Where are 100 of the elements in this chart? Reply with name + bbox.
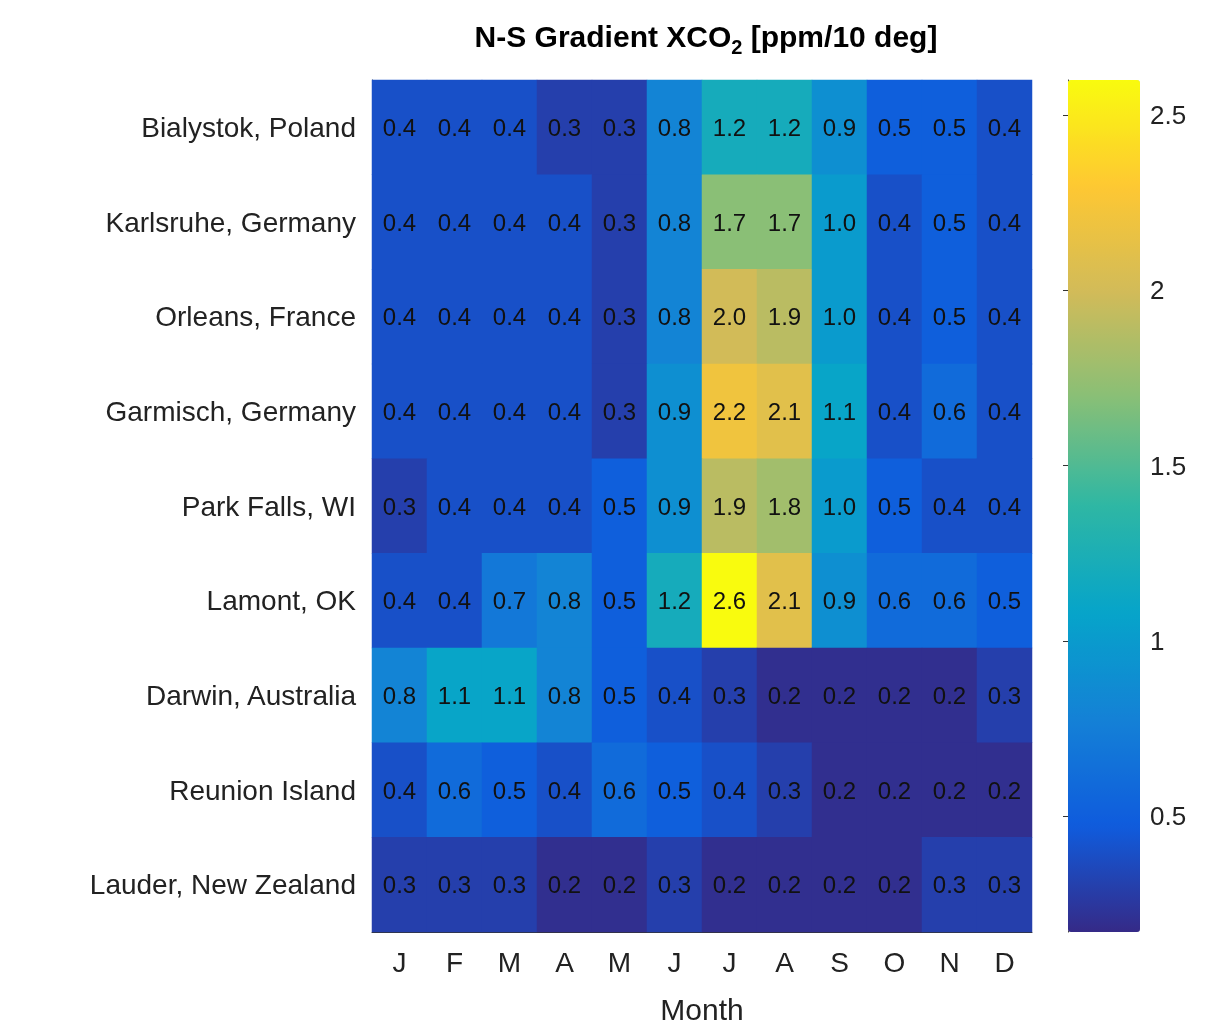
x-tick-label: M: [497, 946, 522, 978]
data-label: 0.4: [437, 208, 472, 236]
data-label: 0.4: [987, 208, 1022, 236]
x-tick-label: J: [722, 946, 737, 978]
data-label: 0.4: [877, 303, 912, 331]
data-label: 0.6: [437, 776, 472, 804]
data-label: 0.8: [382, 681, 417, 709]
data-label: 0.8: [547, 681, 582, 709]
color-bar-label: 2: [1150, 275, 1165, 306]
x-tick-label: S: [830, 946, 849, 978]
data-label: 0.5: [602, 681, 637, 709]
data-label: 1.1: [822, 397, 857, 425]
data-label: 0.4: [437, 587, 472, 615]
y-tick-label: Orleans, France: [155, 301, 356, 333]
data-label: 2.1: [767, 397, 802, 425]
data-label: 0.4: [492, 397, 527, 425]
data-label: 0.4: [382, 113, 417, 141]
data-label: 0.4: [547, 776, 582, 804]
data-label: 0.4: [492, 492, 527, 520]
data-label: 0.3: [932, 871, 967, 899]
data-label: 0.4: [382, 587, 417, 615]
x-tick-label: N: [939, 946, 960, 978]
data-label: 0.2: [877, 871, 912, 899]
data-label: 0.4: [382, 776, 417, 804]
data-label: 0.4: [437, 113, 472, 141]
x-tick-label: O: [883, 946, 906, 978]
data-label: 0.5: [987, 587, 1022, 615]
data-label: 0.4: [382, 397, 417, 425]
data-label: 0.8: [657, 113, 692, 141]
y-tick-label: Park Falls, WI: [181, 490, 356, 522]
data-label: 0.2: [712, 871, 747, 899]
data-label: 2.2: [712, 397, 747, 425]
data-label: 0.9: [822, 113, 857, 141]
data-label: 0.3: [547, 113, 582, 141]
data-label: 0.2: [767, 681, 802, 709]
data-label: 0.9: [657, 397, 692, 425]
y-tick-label: Lamont, OK: [206, 585, 357, 617]
data-label: 0.4: [657, 681, 692, 709]
data-label: 0.4: [987, 113, 1022, 141]
data-label: 0.3: [382, 871, 417, 899]
data-label: 0.5: [657, 776, 692, 804]
data-label: 0.2: [877, 681, 912, 709]
data-label: 2.0: [712, 303, 747, 331]
x-axis-title: Month: [660, 992, 744, 1026]
color-bar-label: 1: [1150, 625, 1165, 656]
y-tick-label: Karlsruhe, Germany: [105, 206, 356, 238]
data-label: 0.3: [987, 681, 1022, 709]
color-bar-label: 1.5: [1150, 450, 1187, 481]
data-label: 0.4: [987, 303, 1022, 331]
data-label: 1.1: [437, 681, 472, 709]
data-label: 0.8: [547, 587, 582, 615]
data-label: 0.5: [602, 492, 637, 520]
y-tick-label: Reunion Island: [169, 774, 356, 806]
data-label: 0.2: [932, 681, 967, 709]
data-label: 0.5: [932, 303, 967, 331]
data-label: 0.4: [547, 492, 582, 520]
data-label: 0.6: [877, 587, 912, 615]
data-label: 0.5: [932, 208, 967, 236]
data-label: 0.3: [382, 492, 417, 520]
data-label: 0.3: [602, 303, 637, 331]
data-label: 0.4: [987, 397, 1022, 425]
data-label: 1.0: [822, 208, 857, 236]
y-tick-label: Bialystok, Poland: [141, 111, 356, 143]
data-label: 0.5: [602, 587, 637, 615]
data-label: 0.4: [877, 208, 912, 236]
data-label: 0.2: [877, 776, 912, 804]
data-label: 0.9: [657, 492, 692, 520]
data-label: 0.7: [492, 587, 527, 615]
y-tick-label: Darwin, Australia: [145, 679, 357, 711]
data-label: 1.9: [712, 492, 747, 520]
data-label: 0.8: [657, 208, 692, 236]
x-tick-label: D: [994, 946, 1015, 978]
x-tick-label: A: [555, 946, 575, 978]
data-label: 0.4: [492, 113, 527, 141]
data-label: 0.2: [987, 776, 1022, 804]
data-label: 0.9: [822, 587, 857, 615]
data-label: 0.6: [932, 397, 967, 425]
data-label: 0.3: [492, 871, 527, 899]
data-label: 0.4: [547, 303, 582, 331]
data-label: 0.2: [767, 871, 802, 899]
data-label: 0.4: [712, 776, 747, 804]
data-label: 0.3: [712, 681, 747, 709]
data-label: 0.5: [877, 492, 912, 520]
data-label: 0.3: [602, 113, 637, 141]
data-label: 0.2: [547, 871, 582, 899]
data-label: 0.3: [602, 397, 637, 425]
data-label: 1.2: [712, 113, 747, 141]
data-label: 0.4: [877, 397, 912, 425]
data-label: 1.0: [822, 303, 857, 331]
y-tick-label: Lauder, New Zealand: [89, 869, 356, 901]
data-label: 0.4: [382, 303, 417, 331]
data-label: 0.3: [657, 871, 692, 899]
data-label: 0.4: [492, 208, 527, 236]
data-label: 2.1: [767, 587, 802, 615]
data-label: 1.1: [492, 681, 527, 709]
data-label: 1.8: [767, 492, 802, 520]
data-label: 0.4: [437, 303, 472, 331]
data-label: 0.5: [492, 776, 527, 804]
data-label: 0.2: [932, 776, 967, 804]
data-label: 0.4: [987, 492, 1022, 520]
